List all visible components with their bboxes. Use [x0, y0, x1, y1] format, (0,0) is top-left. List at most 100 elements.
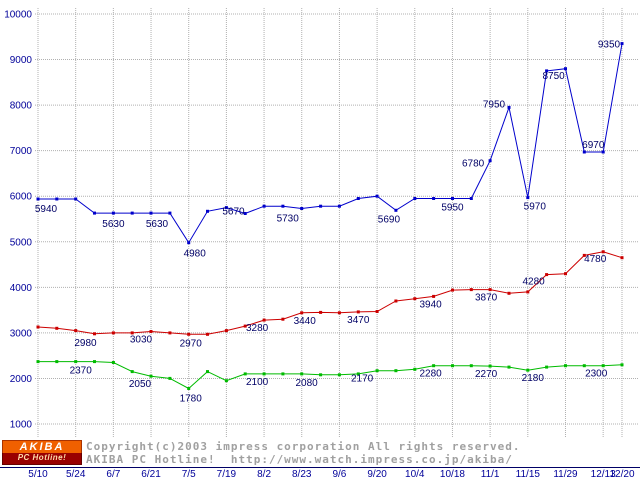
data-point-blue [187, 241, 191, 245]
akiba-pc-hotline-logo: AKIBA PC Hotline! [2, 440, 82, 465]
data-label: 3440 [294, 316, 317, 327]
data-label: 2270 [475, 369, 498, 380]
data-point-red [243, 324, 247, 328]
data-point-blue [375, 194, 379, 198]
data-point-blue [93, 211, 96, 215]
data-point-blue [413, 197, 417, 200]
data-point-blue [224, 206, 228, 210]
data-point-blue [36, 197, 40, 201]
data-point-blue [243, 212, 247, 215]
site-url-line: AKIBA PC Hotline! http://www.watch.impre… [86, 453, 513, 466]
data-point-green [620, 363, 624, 367]
data-point-blue [74, 197, 78, 201]
data-label: 2050 [129, 379, 152, 390]
data-point-green [507, 365, 511, 369]
data-point-green [206, 370, 209, 374]
data-label: 3870 [475, 293, 498, 304]
data-point-red [507, 291, 511, 295]
data-label: 3470 [347, 315, 370, 326]
data-label: 5950 [441, 203, 464, 214]
data-point-green [93, 360, 96, 364]
data-point-red [601, 250, 605, 254]
data-label: 2100 [246, 377, 269, 388]
data-point-green [243, 372, 247, 376]
data-point-red [262, 318, 266, 322]
data-point-blue [394, 208, 398, 212]
data-label: 5670 [222, 206, 245, 217]
data-point-red [451, 288, 454, 292]
data-point-green [337, 373, 341, 377]
data-label: 6780 [462, 159, 485, 170]
x-axis-tick-label: 9/6 [332, 469, 346, 480]
data-point-red [168, 331, 172, 335]
data-point-green [55, 360, 59, 364]
series-line-blue [38, 43, 623, 244]
data-point-blue [564, 67, 567, 71]
x-axis-tick-label: 7/19 [217, 469, 237, 480]
data-point-green [168, 376, 172, 380]
copyright-line: Copyright(c)2003 impress corporation All… [86, 440, 521, 453]
data-point-green [149, 374, 153, 378]
data-label: 7950 [483, 99, 506, 110]
x-axis-tick-label: 8/23 [292, 469, 312, 480]
x-axis-tick-label: 11/15 [516, 469, 541, 480]
data-label: 2280 [419, 369, 442, 380]
x-axis-tick-label: 11/29 [553, 469, 578, 480]
data-point-red [149, 330, 153, 333]
data-point-red [93, 332, 96, 336]
x-axis-tick-label: 9/20 [367, 469, 387, 480]
y-axis-tick-label: 6000 [10, 192, 33, 203]
data-point-blue [206, 209, 209, 213]
data-point-blue [582, 150, 586, 154]
data-point-red [526, 290, 530, 294]
x-axis-tick-label: 8/2 [257, 469, 271, 480]
y-axis-tick-label: 7000 [10, 146, 33, 157]
data-point-blue [149, 211, 153, 215]
data-point-blue [356, 197, 360, 200]
data-label: 2080 [295, 378, 318, 389]
data-point-red [564, 272, 567, 276]
data-label: 9350 [598, 40, 621, 51]
y-axis-tick-label: 4000 [10, 283, 33, 294]
data-point-green [564, 364, 567, 368]
x-axis-tick-label: 6/7 [106, 469, 120, 480]
data-point-red [432, 294, 436, 298]
data-point-red [224, 329, 228, 333]
data-point-blue [469, 197, 473, 200]
data-label: 5690 [378, 214, 401, 225]
data-point-green [130, 370, 134, 374]
data-point-blue [168, 211, 172, 215]
data-point-green [469, 364, 473, 368]
data-label: 5730 [277, 214, 300, 225]
data-point-red [281, 317, 285, 321]
x-axis-tick-label: 10/4 [405, 469, 425, 480]
data-point-green [319, 373, 323, 377]
data-point-red [319, 310, 323, 314]
data-point-green [526, 368, 530, 372]
data-point-green [187, 387, 191, 390]
data-point-blue [281, 204, 285, 208]
data-point-blue [545, 69, 549, 73]
data-point-red [187, 332, 191, 336]
data-point-green [545, 365, 549, 369]
data-point-blue [507, 105, 511, 109]
data-point-green [281, 372, 285, 376]
data-point-red [337, 311, 341, 315]
data-point-red [74, 329, 78, 333]
data-point-blue [526, 196, 530, 200]
data-point-green [356, 372, 360, 376]
data-point-blue [262, 204, 266, 208]
data-label: 4780 [584, 254, 607, 265]
data-point-blue [319, 204, 323, 208]
data-label: 5630 [102, 219, 125, 230]
data-point-green [262, 372, 266, 376]
data-point-red [111, 331, 115, 335]
data-label: 2180 [522, 373, 545, 384]
y-axis-tick-label: 2000 [10, 374, 33, 385]
data-point-blue [620, 42, 624, 46]
data-point-blue [55, 197, 59, 201]
x-axis-tick-label: 5/24 [66, 469, 86, 480]
data-point-red [375, 310, 379, 313]
